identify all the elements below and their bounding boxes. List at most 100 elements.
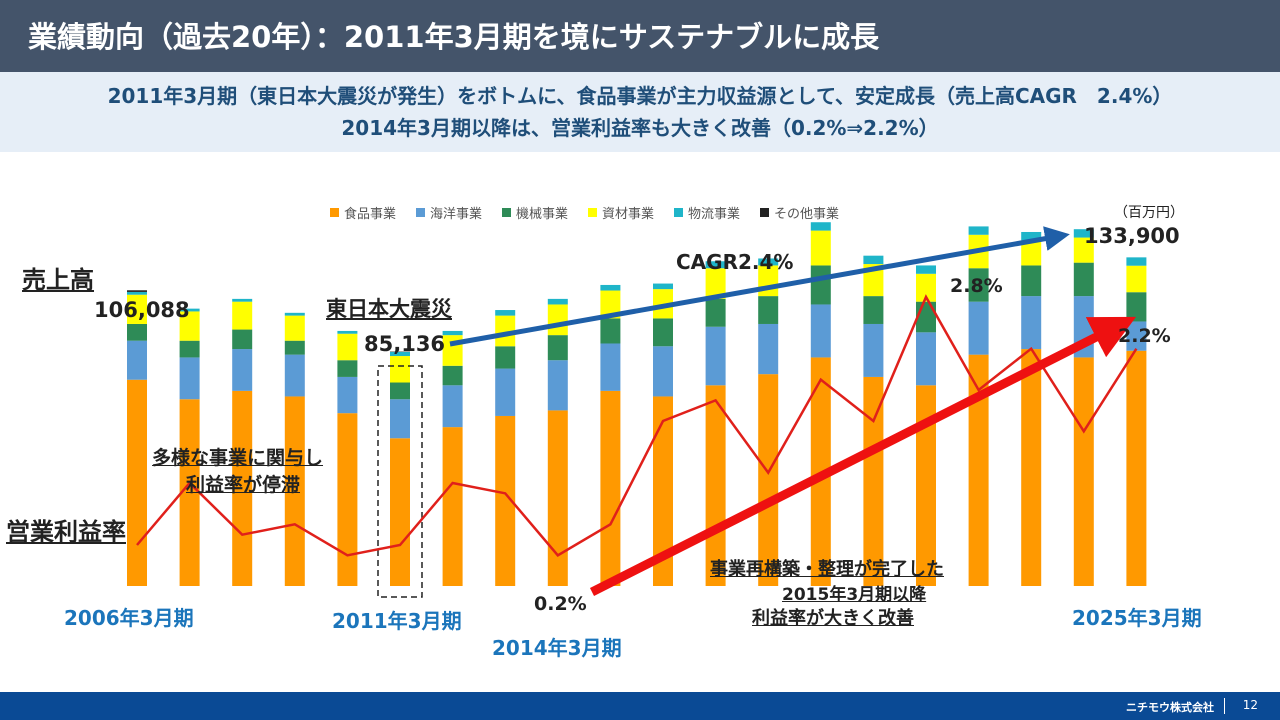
bar-6-1	[127, 290, 147, 292]
bar-2-1	[127, 340, 147, 380]
bar-5-15	[863, 255, 884, 265]
bar-5-4	[284, 312, 305, 316]
bar-2-3	[232, 349, 253, 391]
bar-2-16	[916, 332, 936, 386]
bar-3-5	[337, 360, 358, 377]
bar-5-1	[127, 291, 147, 295]
legend-label-2: 海洋事業	[430, 206, 482, 222]
legend-swatch-4	[588, 208, 597, 217]
legend-label-3: 機械事業	[516, 206, 568, 222]
cagr-label: CAGR2.4%	[676, 250, 794, 274]
highlight-2011-box	[377, 365, 423, 598]
bar-4-19	[1073, 237, 1094, 263]
company-name: ニチモウ株式会社	[1126, 701, 1214, 714]
bar-1-16	[916, 385, 936, 586]
bar-5-2	[179, 308, 200, 312]
legend-label-1: 食品事業	[344, 206, 396, 222]
bar-5-19	[1073, 229, 1094, 238]
bar-5-16	[916, 265, 936, 274]
bar-3-12	[705, 298, 726, 327]
sales-last-value: 133,900	[1084, 224, 1180, 248]
bar-3-1	[127, 323, 147, 341]
bar-5-7	[442, 330, 463, 336]
bar-1-3	[232, 390, 253, 586]
bar-3-17	[968, 268, 989, 302]
bar-5-9	[547, 298, 568, 305]
bar-3-20	[1126, 292, 1147, 322]
period-2006-label: 2006年3月期	[64, 606, 194, 630]
quake-label: 東日本大震災	[326, 297, 452, 321]
bar-5-17	[968, 226, 989, 235]
period-2014-label: 2014年3月期	[492, 636, 622, 660]
bar-1-9	[547, 410, 568, 586]
restructure-note-line-3: 利益率が大きく改善	[752, 608, 914, 629]
bar-3-2	[179, 340, 200, 358]
bar-2-18	[1021, 296, 1042, 350]
bar-1-20	[1126, 350, 1147, 586]
legend-label-5: 物流事業	[688, 206, 740, 222]
unit-label: （百万円）	[1114, 205, 1184, 221]
bar-3-18	[1021, 265, 1042, 297]
margin-last-label: 2.2%	[1118, 325, 1171, 347]
bar-2-6	[390, 399, 410, 439]
bar-2-14	[810, 304, 831, 358]
bar-4-1	[127, 294, 147, 324]
bar-3-8	[495, 346, 516, 369]
margin-high-label: 2.8%	[950, 275, 1003, 297]
bar-3-4	[284, 340, 305, 355]
bar-3-14	[810, 265, 831, 305]
subheader-band: 2011年3月期（東日本大震災が発生）をボトムに、食品事業が主力収益源として、安…	[0, 72, 1280, 152]
bar-4-7	[442, 335, 463, 366]
page-number: 12	[1242, 698, 1258, 712]
bar-5-13	[758, 258, 779, 266]
bar-3-6	[390, 382, 410, 400]
bar-4-9	[547, 304, 568, 336]
bar-1-13	[758, 374, 779, 586]
bar-4-4	[284, 315, 305, 341]
bar-5-14	[810, 222, 831, 231]
bar-1-10	[600, 390, 621, 586]
bar-2-13	[758, 323, 779, 375]
bar-2-7	[442, 385, 463, 428]
bar-4-16	[916, 273, 936, 302]
subheader-line-1: 2011年3月期（東日本大震災が発生）をボトムに、食品事業が主力収益源として、安…	[107, 84, 1173, 108]
legend-swatch-2	[416, 208, 425, 217]
bar-5-8	[495, 310, 516, 316]
bar-1-4	[284, 396, 305, 586]
period-2025-label: 2025年3月期	[1072, 606, 1202, 630]
bar-3-19	[1073, 262, 1094, 297]
bar-1-18	[1021, 349, 1042, 586]
bar-3-11	[653, 318, 673, 347]
bar-3-3	[232, 329, 253, 350]
margin-low-label: 0.2%	[534, 593, 587, 615]
bar-1-19	[1073, 357, 1094, 586]
legend-swatch-1	[330, 208, 339, 217]
bar-1-15	[863, 376, 884, 586]
bar-3-10	[600, 318, 621, 344]
bar-2-2	[179, 357, 200, 400]
bar-3-16	[916, 301, 936, 333]
bar-2-15	[863, 323, 884, 377]
cagr-arrow	[449, 226, 1070, 347]
bar-3-15	[863, 296, 884, 324]
bar-5-10	[600, 284, 621, 291]
sales-2011-value: 85,136	[364, 332, 446, 356]
bar-3-9	[547, 335, 568, 361]
restructure-note-line-1: 事業再構築・整理が完了した	[710, 559, 944, 580]
bar-4-18	[1021, 240, 1042, 266]
bar-4-14	[810, 230, 831, 266]
bar-1-5	[337, 413, 358, 586]
bar-5-11	[653, 283, 673, 290]
bar-4-3	[232, 301, 253, 330]
bar-2-11	[653, 346, 673, 397]
bar-1-1	[127, 379, 147, 586]
bar-1-2	[179, 399, 200, 586]
bar-1-17	[968, 354, 989, 586]
bar-1-8	[495, 415, 516, 586]
bar-4-12	[705, 268, 726, 299]
bar-4-5	[337, 333, 358, 361]
bar-1-7	[442, 427, 463, 586]
bar-5-12	[705, 261, 726, 269]
bar-2-10	[600, 343, 621, 391]
